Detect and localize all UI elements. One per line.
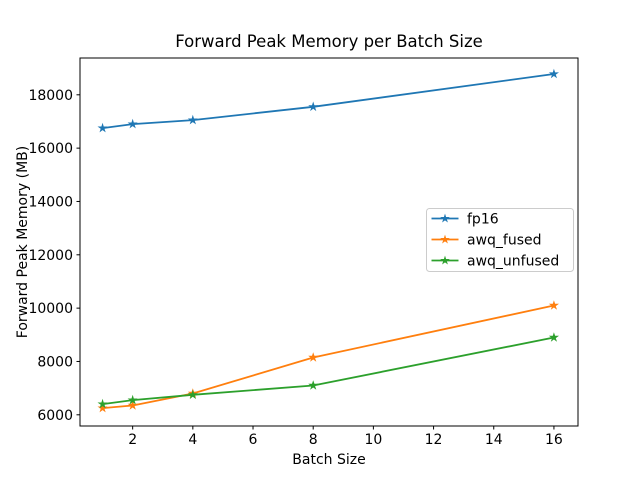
legend-marker-awq_unfused	[440, 255, 450, 265]
series-marker-awq_unfused	[308, 380, 319, 390]
series-marker-awq_fused	[548, 300, 559, 310]
y-tick-label: 18000	[28, 88, 73, 104]
x-tick-label: 4	[188, 432, 197, 448]
series-marker-fp16	[187, 114, 198, 125]
x-tick-label: 14	[485, 432, 503, 448]
series-marker-fp16	[308, 101, 319, 112]
legend-marker-fp16	[440, 213, 450, 223]
series-marker-awq_unfused	[187, 389, 198, 400]
x-tick-label: 2	[128, 432, 137, 448]
series-marker-awq_unfused	[548, 332, 559, 342]
legend-marker-awq_fused	[440, 234, 450, 244]
series-marker-awq_fused	[308, 352, 319, 362]
series-marker-awq_unfused	[127, 394, 138, 405]
y-tick-label: 16000	[28, 141, 73, 157]
legend-label-awq_fused: awq_fused	[467, 233, 542, 249]
series-marker-awq_fused	[97, 402, 108, 413]
y-tick-label: 6000	[37, 408, 73, 424]
x-tick-label: 12	[425, 432, 443, 448]
y-tick-label: 8000	[37, 354, 73, 370]
series-marker-fp16	[127, 118, 138, 129]
x-tick-label: 10	[364, 432, 382, 448]
series-marker-fp16	[97, 122, 108, 133]
y-tick-label: 10000	[28, 301, 73, 317]
x-axis-label: Batch Size	[292, 452, 366, 468]
y-tick-label: 14000	[28, 194, 73, 210]
series-marker-awq_unfused	[97, 398, 108, 409]
series-marker-fp16	[548, 68, 559, 79]
x-tick-label: 8	[309, 432, 318, 448]
chart-title: Forward Peak Memory per Batch Size	[175, 32, 483, 51]
legend-label-fp16: fp16	[467, 212, 499, 228]
series-marker-awq_fused	[127, 400, 138, 410]
x-tick-label: 6	[249, 432, 258, 448]
legend-box	[426, 208, 574, 272]
y-tick-label: 12000	[28, 248, 73, 264]
legend-label-awq_unfused: awq_unfused	[467, 254, 559, 270]
x-tick-label: 16	[545, 432, 563, 448]
